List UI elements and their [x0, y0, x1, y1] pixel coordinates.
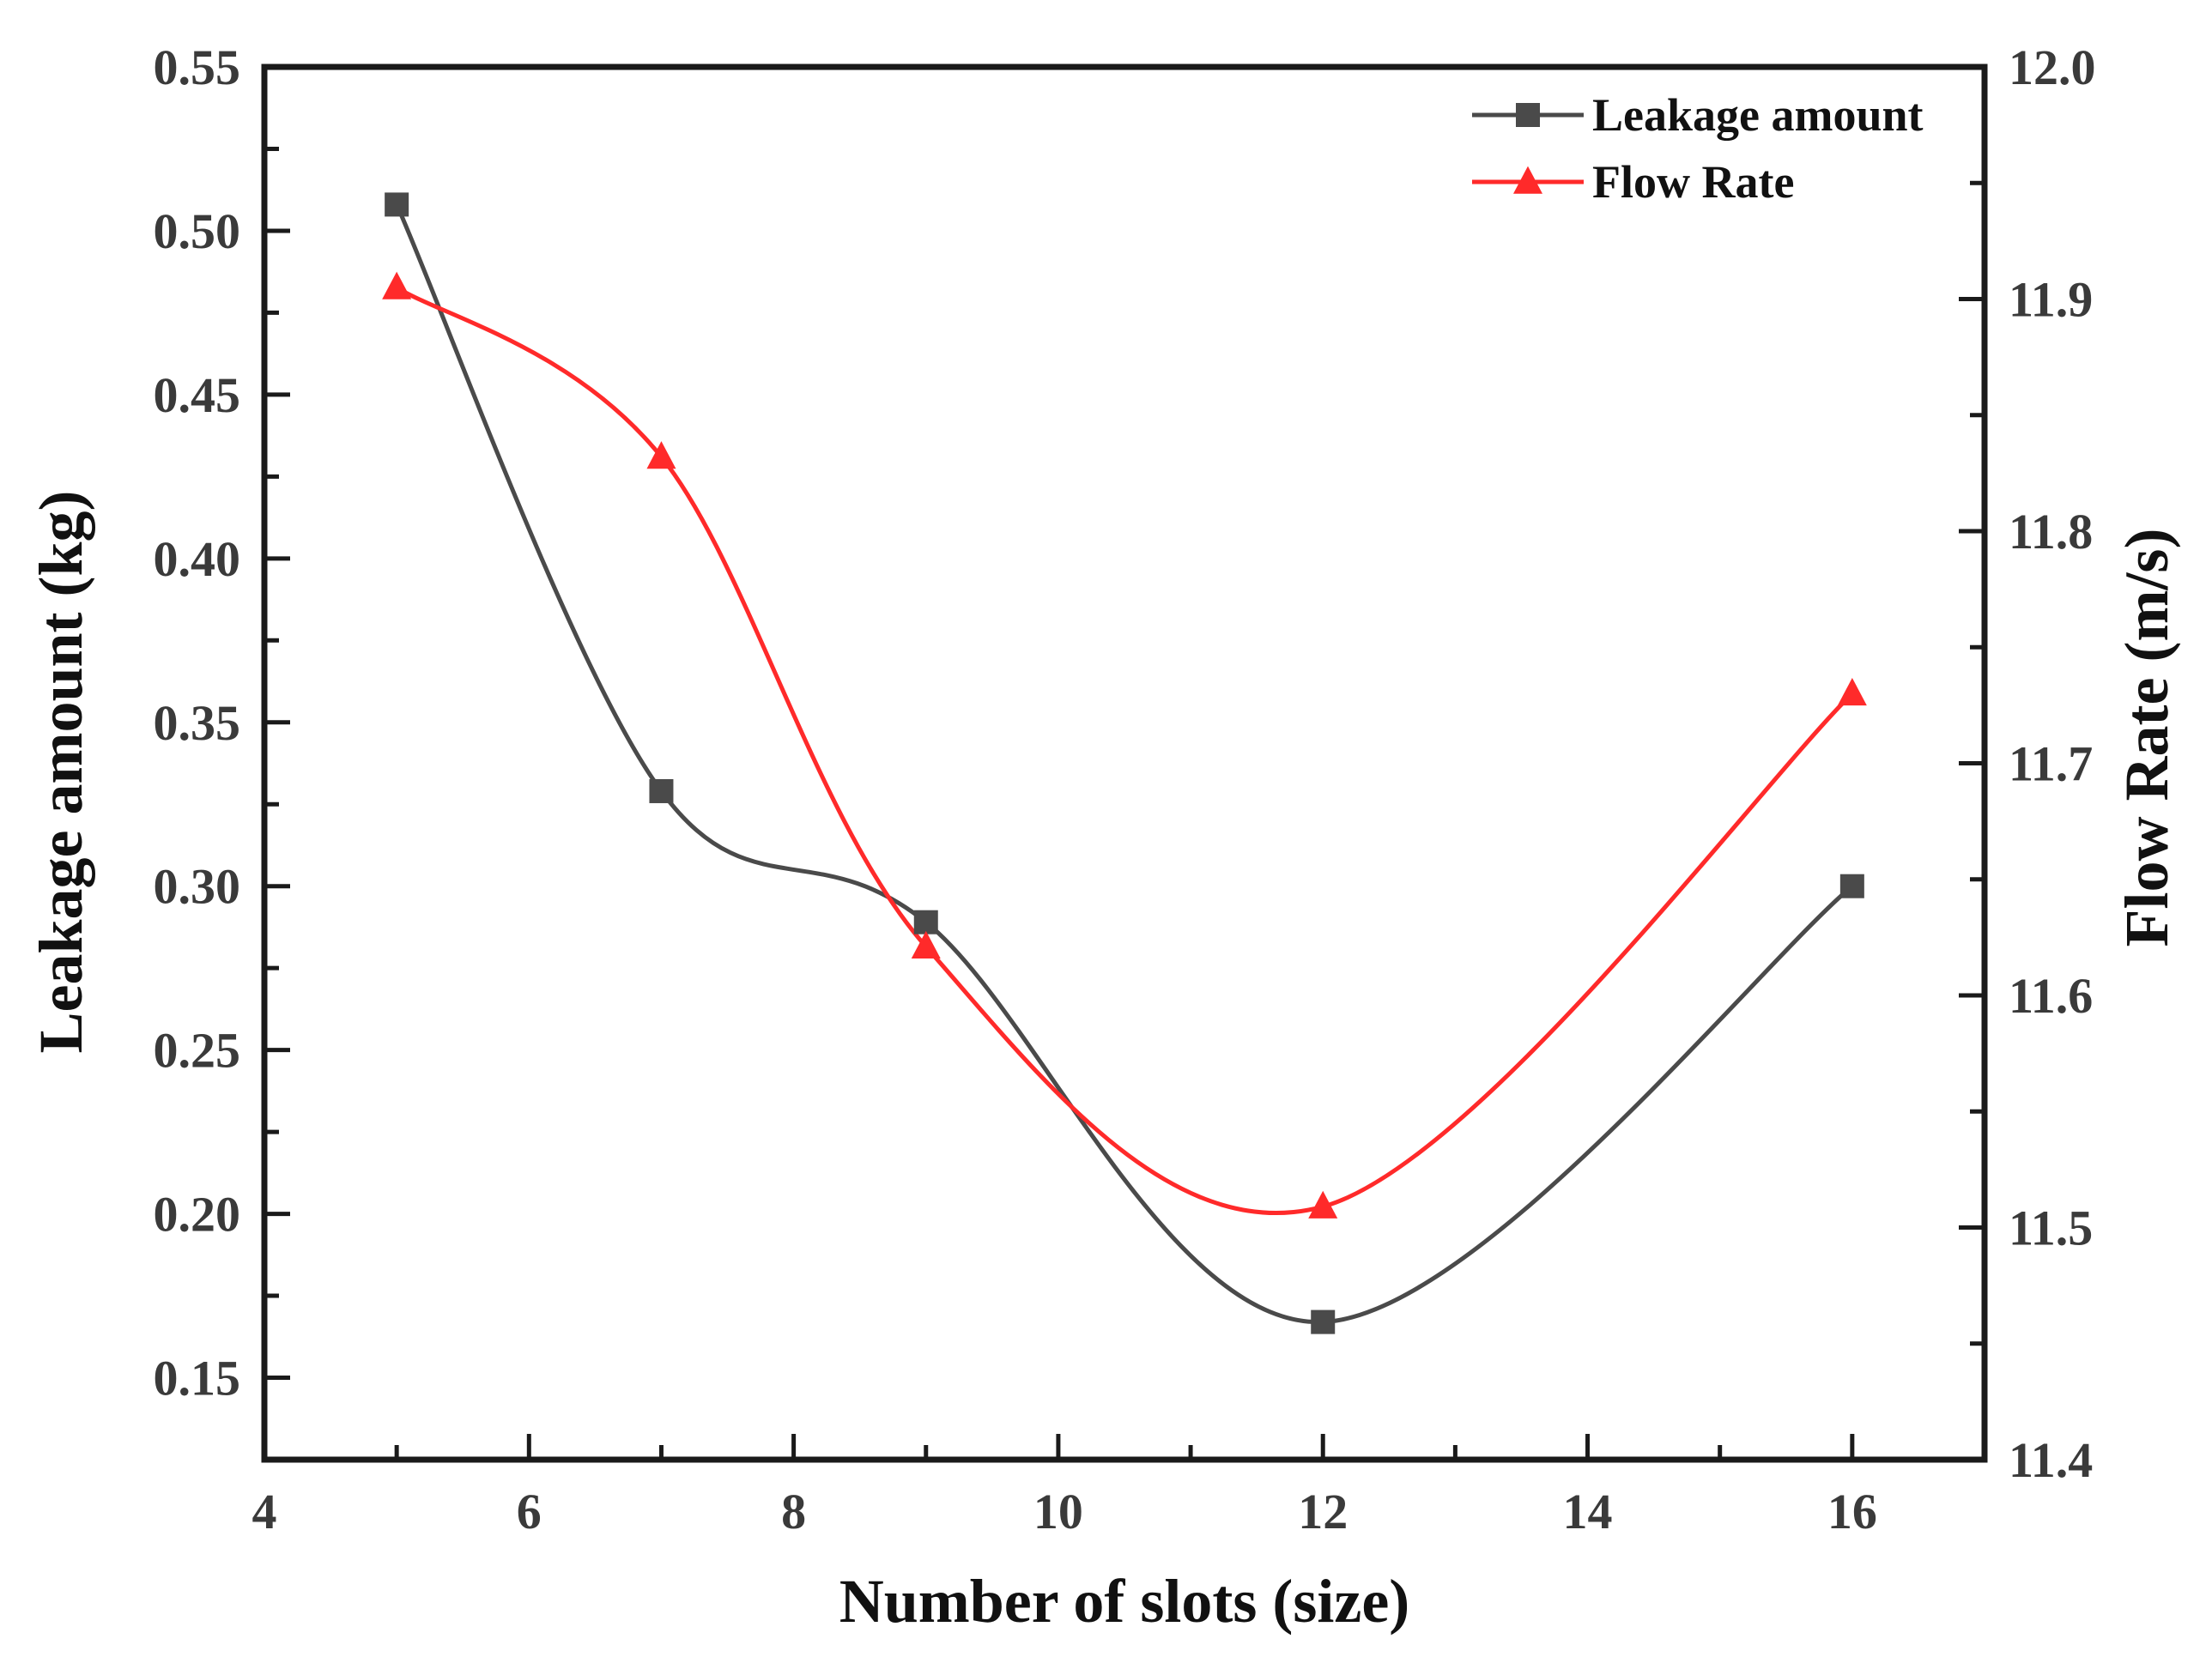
series-line-leakage-amount — [394, 203, 1854, 1325]
series-markers — [382, 192, 1867, 1334]
y-left-tick-label: 0.25 — [154, 1023, 241, 1079]
y-right-tick-label: 11.7 — [2009, 736, 2093, 792]
data-point-leakage-amount — [385, 192, 409, 217]
x-tick-labels: 4 6 8 10 12 14 16 — [252, 1484, 1877, 1539]
x-axis-title: Number of slots (size) — [839, 1567, 1410, 1636]
y-right-tick-label: 12.0 — [2009, 39, 2096, 95]
y-right-tick-labels: 11.4 11.5 11.6 11.7 11.8 11.9 12.0 — [2009, 39, 2096, 1488]
legend-entry-leakage: Leakage amount — [1472, 89, 1924, 141]
x-tick-label: 12 — [1298, 1484, 1348, 1539]
y-left-tick-label: 0.20 — [154, 1187, 241, 1243]
y-right-tick-label: 11.5 — [2009, 1200, 2093, 1256]
y-left-tick-label: 0.35 — [154, 695, 241, 751]
data-point-flow-rate — [1308, 1190, 1338, 1219]
y-right-tick-label: 11.6 — [2009, 968, 2093, 1024]
axis-ticks — [262, 64, 1985, 1462]
legend-marker-square — [1516, 103, 1540, 127]
data-point-leakage-amount — [1839, 874, 1864, 898]
y-right-tick-label: 11.8 — [2009, 504, 2093, 559]
y-right-tick-label: 11.4 — [2009, 1432, 2093, 1488]
y-left-tick-label: 0.45 — [154, 367, 241, 423]
data-point-flow-rate — [911, 930, 941, 959]
plot-frame — [261, 63, 1988, 1463]
y-left-tick-label: 0.50 — [154, 203, 241, 259]
y-left-tick-labels: 0.15 0.20 0.25 0.30 0.35 0.40 0.45 0.50 0.55 — [154, 39, 241, 1406]
x-tick-label: 14 — [1563, 1484, 1613, 1539]
legend-label-flow-rate: Flow Rate — [1592, 156, 1794, 208]
y-right-tick-label: 11.9 — [2009, 272, 2093, 328]
legend-marker-triangle — [1513, 166, 1542, 194]
y-left-tick-label: 0.40 — [154, 531, 241, 587]
x-tick-label: 8 — [781, 1484, 806, 1539]
series-curves — [394, 203, 1854, 1325]
legend: Leakage amount Flow Rate — [1472, 89, 1924, 208]
series-line-flow-rate — [395, 285, 1854, 1215]
y-right-axis-title: Flow Rate (m/s) — [2112, 529, 2181, 947]
x-tick-label: 4 — [252, 1484, 277, 1539]
legend-label-leakage: Leakage amount — [1592, 89, 1924, 141]
data-point-flow-rate — [1837, 677, 1867, 706]
y-left-tick-label: 0.55 — [154, 39, 241, 95]
x-tick-label: 6 — [517, 1484, 542, 1539]
data-point-leakage-amount — [913, 910, 938, 934]
y-left-tick-label: 0.15 — [154, 1351, 241, 1406]
data-point-leakage-amount — [649, 778, 674, 803]
legend-entry-flow-rate: Flow Rate — [1472, 156, 1794, 208]
y-left-tick-label: 0.30 — [154, 859, 241, 915]
x-tick-label: 16 — [1827, 1484, 1877, 1539]
data-point-flow-rate — [382, 271, 412, 299]
data-point-leakage-amount — [1311, 1309, 1336, 1334]
data-point-flow-rate — [646, 441, 676, 469]
y-left-axis-title: Leakage amount (kg) — [27, 490, 95, 1053]
x-tick-label: 10 — [1033, 1484, 1083, 1539]
